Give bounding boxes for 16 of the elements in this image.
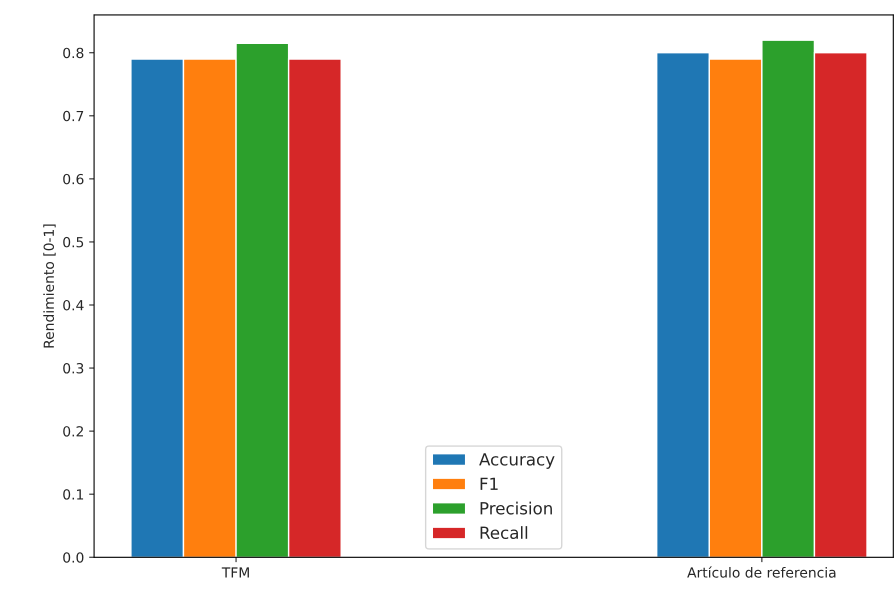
y-tick-label: 0.4 <box>63 300 84 310</box>
y-tick-label: 0.8 <box>63 48 84 58</box>
legend-label: F1 <box>480 478 498 490</box>
y-axis-title: Rendimiento [0-1] <box>43 224 56 348</box>
x-tick-label: TFM <box>222 567 249 578</box>
y-tick-label: 0.5 <box>63 236 84 248</box>
y-tick-label: 0.3 <box>63 363 84 374</box>
legend-label: Precision <box>480 502 552 515</box>
legend-label: Accuracy <box>479 453 555 469</box>
y-tick-label: 0.0 <box>63 552 84 563</box>
y-tick-label: 0.1 <box>63 489 84 500</box>
y-tick-label: 0.6 <box>63 174 84 184</box>
y-tick-label: 0.7 <box>63 110 84 122</box>
legend-label: Recall <box>480 526 528 540</box>
y-tick-label: 0.2 <box>63 426 83 437</box>
x-tick-label: Artículo de referencia <box>687 566 836 578</box>
